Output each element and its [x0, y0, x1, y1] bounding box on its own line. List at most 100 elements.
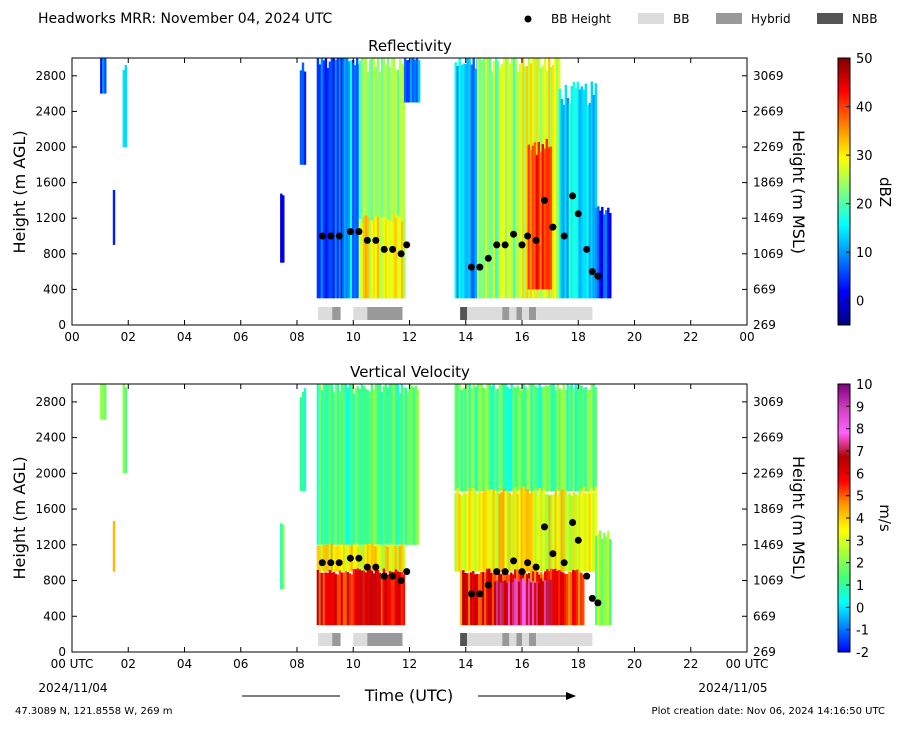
- echo-column: [485, 58, 488, 299]
- bb-height-point: [493, 568, 501, 576]
- echo-column: [592, 493, 595, 572]
- echo-column: [322, 545, 326, 572]
- bb-height-point: [569, 192, 577, 200]
- echo-column: [472, 571, 475, 626]
- y-tick-label: 1600: [35, 176, 66, 190]
- x-tick-label: 00: [739, 330, 754, 344]
- echo-column: [574, 384, 577, 492]
- echo-column: [394, 69, 398, 299]
- echo-column: [338, 544, 342, 572]
- y2-tick-label: 2269: [753, 466, 784, 480]
- y-axis-label: Height (m AGL): [10, 456, 29, 579]
- echo-column: [360, 58, 364, 299]
- x-tick-label: 06: [233, 657, 248, 671]
- echo-column: [324, 384, 328, 545]
- echo-column: [545, 581, 549, 626]
- echo-column: [360, 384, 364, 545]
- echo-column: [334, 59, 338, 299]
- bb-height-point: [363, 236, 371, 244]
- echo-column: [556, 384, 559, 492]
- bb-height-point: [574, 210, 582, 218]
- echo-column: [358, 219, 362, 299]
- bb-height-point: [380, 572, 388, 580]
- echo-column: [390, 221, 394, 299]
- echo-column: [546, 494, 549, 572]
- echo-column: [512, 488, 515, 572]
- echo-column: [523, 582, 527, 626]
- echo-column: [586, 492, 589, 572]
- echo-column: [358, 60, 362, 299]
- colorbar-tick-label: 40: [856, 101, 873, 116]
- echo-column: [482, 491, 485, 572]
- echo-column: [500, 384, 503, 492]
- radar-echo-field: [100, 384, 612, 626]
- echo-column: [344, 544, 348, 572]
- echo-column: [564, 574, 567, 626]
- echo-column: [483, 58, 486, 299]
- echo-column: [358, 569, 362, 626]
- echo-column: [412, 387, 416, 545]
- echo-column: [368, 220, 372, 299]
- panel-title: Reflectivity: [368, 37, 452, 55]
- echo-column: [530, 490, 533, 572]
- classification-bar-hybrid: [516, 633, 522, 646]
- echo-column: [456, 65, 459, 299]
- echo-column: [376, 544, 380, 572]
- echo-column: [470, 491, 473, 572]
- echo-column: [360, 570, 364, 626]
- colorbar-tick-label: -2: [856, 646, 869, 661]
- echo-column: [466, 493, 469, 572]
- echo-column: [558, 388, 561, 492]
- colorbar-tick-label: 10: [856, 378, 873, 393]
- echo-column: [458, 494, 461, 572]
- y-tick-label: 2000: [35, 140, 66, 154]
- echo-column: [562, 489, 565, 572]
- y-tick-label: 0: [58, 318, 66, 332]
- echo-column: [388, 220, 392, 299]
- echo-column: [599, 530, 602, 626]
- echo-column: [376, 570, 380, 626]
- classification-bar-bb: [509, 307, 517, 320]
- echo-column: [519, 579, 523, 626]
- x-tick-label: 10: [346, 657, 361, 671]
- echo-column: [508, 492, 511, 572]
- echo-column: [516, 385, 519, 492]
- echo-column: [505, 58, 508, 299]
- echo-column: [490, 489, 493, 572]
- echo-column: [536, 494, 539, 572]
- echo-column: [582, 388, 585, 492]
- echo-column: [364, 572, 368, 626]
- echo-column: [468, 384, 471, 492]
- echo-column: [578, 385, 581, 492]
- echo-column: [514, 387, 517, 492]
- echo-column: [324, 544, 328, 572]
- echo-column: [124, 64, 127, 147]
- y-tick-label: 2400: [35, 104, 66, 118]
- echo-column: [404, 388, 408, 545]
- echo-column: [576, 81, 579, 299]
- figure-title: Headworks MRR: November 04, 2024 UTC: [38, 11, 333, 27]
- echo-column: [402, 574, 406, 626]
- bb-height-point: [389, 572, 397, 580]
- end-date: 2024/11/05: [698, 681, 767, 695]
- echo-column: [477, 58, 480, 299]
- echo-column: [595, 207, 598, 299]
- echo-column: [556, 570, 559, 626]
- echo-column: [524, 387, 527, 492]
- y-tick-label: 1600: [35, 502, 66, 516]
- legend: BB Height BB Hybrid NBB: [524, 12, 877, 26]
- bb-height-point: [355, 554, 363, 562]
- echo-column: [537, 582, 541, 626]
- echo-column: [486, 384, 489, 492]
- echo-column: [346, 572, 350, 626]
- echo-column: [511, 58, 514, 299]
- echo-column: [497, 581, 501, 626]
- echo-column: [372, 58, 376, 299]
- echo-column: [364, 58, 368, 299]
- echo-column: [454, 384, 457, 492]
- echo-column: [400, 543, 404, 572]
- bb-height-point: [355, 228, 363, 236]
- classification-bar-bb: [536, 633, 593, 646]
- colorbar-tick-label: 3: [856, 534, 864, 549]
